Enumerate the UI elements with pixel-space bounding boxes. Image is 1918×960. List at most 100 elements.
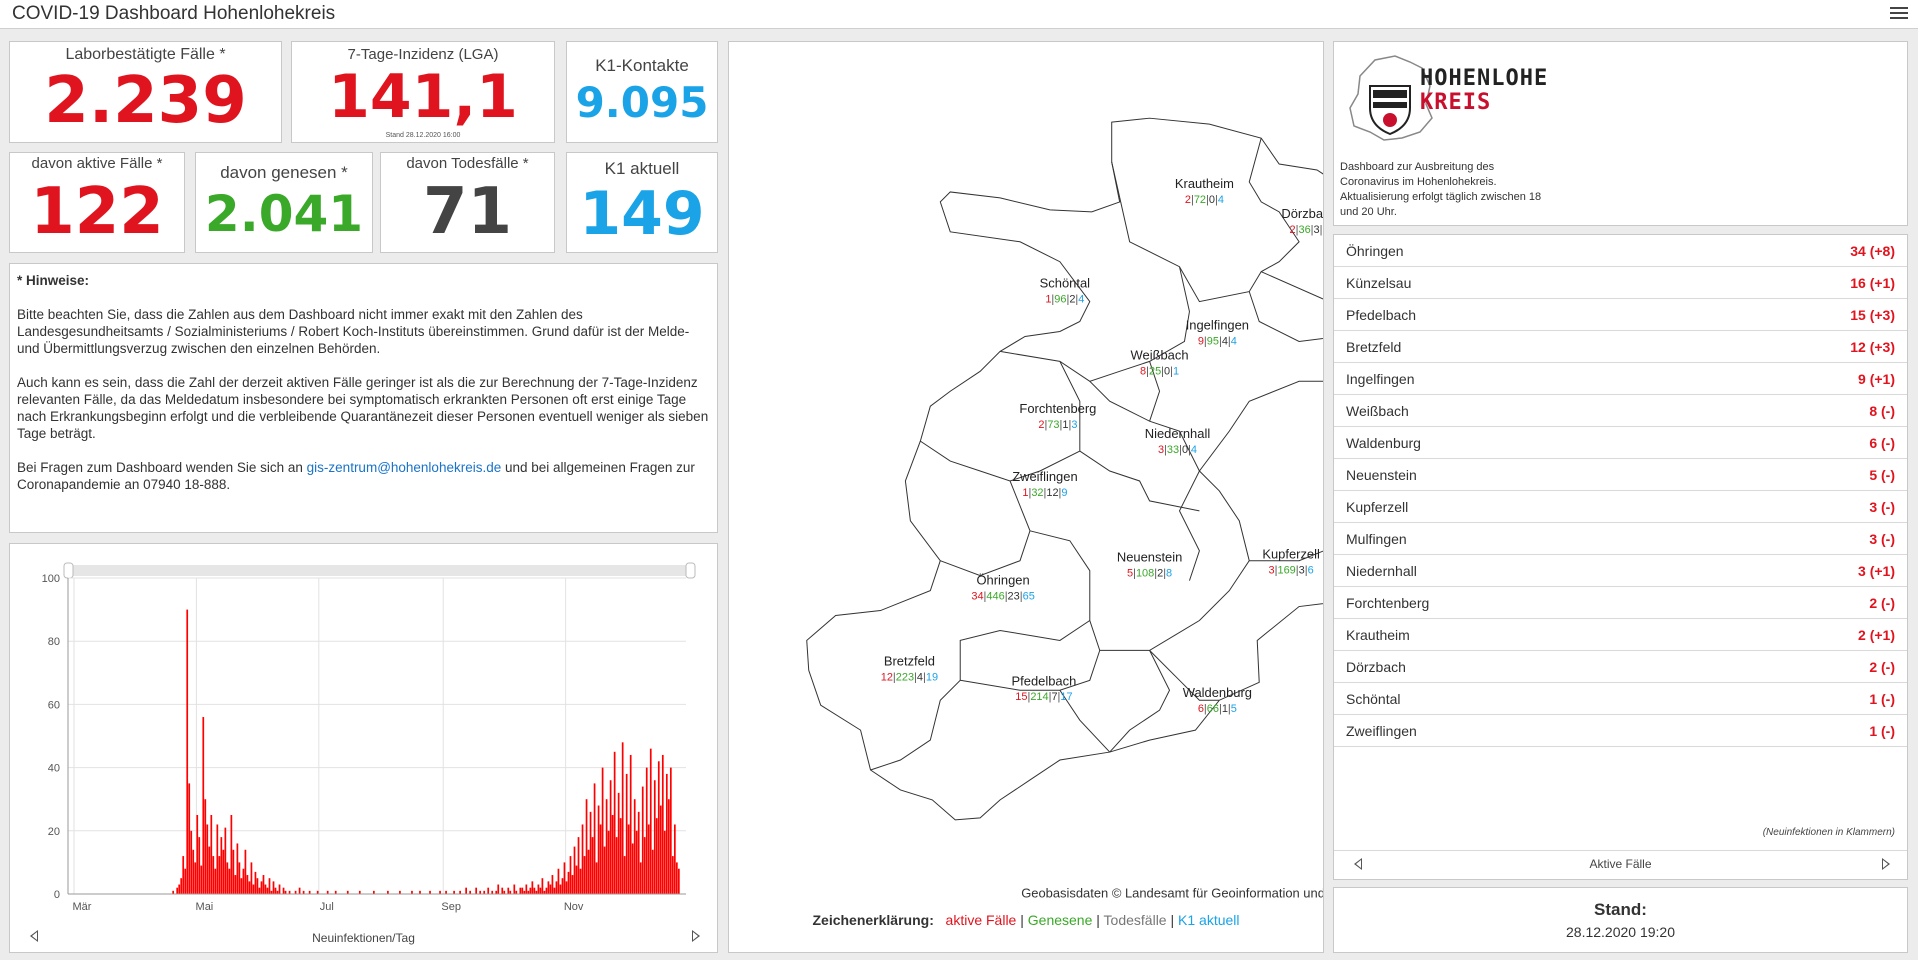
chart-bar	[523, 890, 526, 894]
list-item[interactable]: Krautheim 2 (+1)	[1334, 619, 1907, 651]
chevron-right-icon[interactable]	[692, 930, 700, 942]
district-stats: 2|36|3|1	[1290, 224, 1323, 236]
chart-bar	[555, 881, 558, 894]
notes-panel: * Hinweise: Bitte beachten Sie, dass die…	[9, 263, 718, 533]
map-attribution: Geobasisdaten © Landesamt für Geoinforma…	[1021, 886, 1323, 901]
chart-bar	[274, 887, 277, 894]
indicator-genesen: davon genesen * 2.041	[195, 152, 373, 253]
chart-bar	[663, 830, 666, 894]
chart-bar	[334, 890, 337, 894]
list-item-value: 6 (-)	[1869, 435, 1895, 451]
district-label-forchtenberg[interactable]: Forchtenberg 2|73|1|3	[1019, 401, 1096, 431]
list-item-value: 3 (+1)	[1858, 563, 1895, 579]
list-item[interactable]: Schöntal 1 (-)	[1334, 683, 1907, 715]
chart-bar	[419, 890, 421, 894]
chart-bar	[657, 761, 660, 894]
chart-bar	[212, 856, 215, 894]
chart-bar	[214, 868, 217, 894]
range-handle-right[interactable]	[685, 562, 696, 579]
district-label-neuenstein[interactable]: Neuenstein 5|108|2|8	[1117, 550, 1182, 580]
chart-bar	[533, 887, 536, 894]
new-infections-chart: 0 20 40 60 80 100 Mär Mai Jul Sep Nov	[42, 562, 696, 913]
district-map[interactable]: Krautheim 2|72|0|4 Dörzbach 2|36|3|1 Schönta…	[729, 42, 1323, 902]
list-item[interactable]: Bretzfeld 12 (+3)	[1334, 331, 1907, 363]
district-name: Schöntal	[1040, 276, 1090, 291]
chevron-right-icon[interactable]	[1882, 858, 1890, 870]
chart-bar	[445, 890, 447, 894]
district-label-dörzbach[interactable]: Dörzbach 2|36|3|1	[1281, 206, 1323, 236]
chart-bar	[439, 890, 441, 894]
district-label-waldenburg[interactable]: Waldenburg 6|66|1|5	[1183, 685, 1252, 715]
district-label-ingelfingen[interactable]: Ingelfingen 9|95|4|4	[1186, 317, 1249, 347]
x-tick-label: Mai	[196, 901, 214, 913]
chart-bar	[262, 875, 265, 894]
chart-bar	[196, 815, 199, 894]
list-item[interactable]: Mulfingen 3 (-)	[1334, 523, 1907, 555]
indicator-k1-aktuell: K1 aktuell 149	[566, 152, 718, 253]
app-header: COVID-19 Dashboard Hohenlohekreis	[0, 0, 1918, 29]
list-item[interactable]: Ingelfingen 9 (+1)	[1334, 363, 1907, 395]
list-item[interactable]: Öhringen 34 (+8)	[1334, 235, 1907, 267]
chart-bar	[659, 805, 662, 894]
indicator-aktive: davon aktive Fälle * 122	[9, 152, 185, 253]
list-item[interactable]: Dörzbach 2 (-)	[1334, 651, 1907, 683]
range-handle-left[interactable]	[63, 562, 74, 579]
chart-bar	[579, 868, 582, 894]
district-label-krautheim[interactable]: Krautheim 2|72|0|4	[1175, 176, 1234, 206]
chart-bar	[601, 767, 604, 894]
district-label-schöntal[interactable]: Schöntal 1|96|2|4	[1040, 276, 1090, 306]
chart-bar	[188, 783, 191, 894]
chart-bar	[429, 890, 431, 894]
chart-bar	[549, 884, 552, 894]
chart-range-slider[interactable]	[68, 565, 692, 576]
district-label-niedernhall[interactable]: Niedernhall 3|33|0|4	[1145, 426, 1211, 456]
chart-bar	[192, 849, 195, 894]
district-label-bretzfeld[interactable]: Bretzfeld 12|223|4|19	[881, 653, 938, 683]
hamburger-menu-icon[interactable]	[1890, 4, 1908, 22]
list-item-name: Künzelsau	[1346, 275, 1412, 291]
chart-footer: Neuinfektionen/Tag	[10, 922, 717, 952]
district-label-zweiflingen[interactable]: Zweiflingen 1|32|12|9	[1012, 469, 1077, 499]
list-item[interactable]: Neuenstein 5 (-)	[1334, 459, 1907, 491]
district-label-öhringen[interactable]: Öhringen 34|446|23|65	[971, 573, 1034, 603]
chart-bar	[272, 881, 275, 894]
chart-bar	[487, 887, 490, 894]
indicator-value: 149	[579, 179, 705, 249]
email-link[interactable]: gis-zentrum@hohenlohekreis.de	[306, 460, 502, 475]
list-item[interactable]: Künzelsau 16 (+1)	[1334, 267, 1907, 299]
list-item[interactable]: Kupferzell 3 (-)	[1334, 491, 1907, 523]
chart-bar	[288, 890, 291, 894]
list-item-name: Pfedelbach	[1346, 307, 1417, 323]
district-label-weißbach[interactable]: Weißbach 8|25|0|1	[1131, 347, 1189, 377]
chart-bar	[643, 837, 646, 894]
chart-bar	[475, 887, 478, 894]
list-item-name: Neuenstein	[1346, 467, 1417, 483]
chart-bar	[581, 824, 584, 894]
chart-bar	[503, 890, 506, 894]
chart-bar	[206, 824, 209, 894]
chevron-left-icon[interactable]	[30, 930, 38, 942]
list-item[interactable]: Weißbach 8 (-)	[1334, 395, 1907, 427]
indicator-value: 122	[30, 175, 164, 249]
chart-bar	[529, 887, 532, 894]
chart-bar	[346, 890, 349, 894]
notes-paragraph: Auch kann es sein, dass die Zahl der der…	[17, 375, 709, 441]
list-item-name: Kupferzell	[1346, 499, 1409, 515]
chart-bar	[230, 815, 233, 894]
chart-bar	[545, 887, 548, 894]
district-label-kupferzell[interactable]: Kupferzell 3|169|3|6	[1262, 547, 1320, 577]
list-item[interactable]: Pfedelbach 15 (+3)	[1334, 299, 1907, 331]
district-stats: 9|95|4|4	[1198, 335, 1237, 347]
district-name: Neuenstein	[1117, 550, 1182, 565]
list-item[interactable]: Forchtenberg 2 (-)	[1334, 587, 1907, 619]
list-item-name: Forchtenberg	[1346, 595, 1430, 611]
chart-bar	[190, 830, 193, 894]
chevron-left-icon[interactable]	[1354, 858, 1362, 870]
list-item-value: 3 (-)	[1869, 531, 1895, 547]
chart-bar	[204, 799, 207, 894]
district-label-pfedelbach[interactable]: Pfedelbach 15|214|7|17	[1012, 673, 1077, 703]
list-item[interactable]: Waldenburg 6 (-)	[1334, 427, 1907, 459]
district-name: Bretzfeld	[884, 653, 935, 668]
list-item[interactable]: Zweiflingen 1 (-)	[1334, 715, 1907, 747]
list-item[interactable]: Niedernhall 3 (+1)	[1334, 555, 1907, 587]
